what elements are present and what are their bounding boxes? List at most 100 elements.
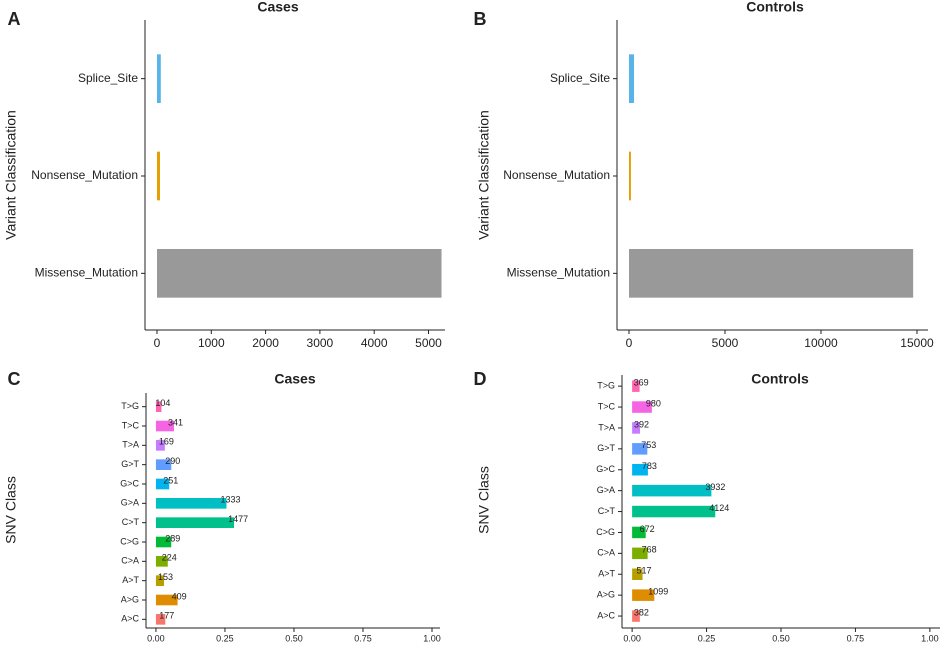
bar	[628, 54, 634, 103]
x-tick-label: 10000	[804, 336, 838, 350]
bar	[632, 610, 640, 622]
y-tick-label: A>C	[121, 614, 139, 624]
count-label: 1099	[648, 587, 668, 597]
bar	[632, 589, 655, 601]
panel-letter: C	[8, 369, 21, 389]
count-label: 341	[168, 417, 183, 427]
y-tick-label: C>T	[122, 517, 140, 527]
bar	[155, 420, 174, 432]
count-label: 517	[637, 566, 652, 576]
panel-letter: D	[474, 369, 487, 389]
y-tick-label: G>T	[121, 459, 139, 469]
count-label: 382	[634, 607, 649, 617]
y-tick-label: Splice_Site	[78, 71, 138, 85]
count-label: 1333	[220, 495, 240, 505]
y-tick-label: G>A	[597, 485, 615, 495]
y-tick-label: Splice_Site	[550, 71, 610, 85]
y-axis-title: Variant Classification	[3, 110, 19, 240]
count-label: 289	[165, 533, 180, 543]
bar	[157, 151, 160, 201]
y-tick-label: T>A	[598, 422, 615, 432]
x-tick-label: 5000	[712, 336, 739, 350]
x-tick-label: 0.00	[623, 634, 641, 644]
y-tick-label: G>T	[597, 443, 615, 453]
count-label: 224	[162, 553, 177, 563]
count-label: 104	[155, 398, 170, 408]
y-tick-label: G>C	[120, 478, 139, 488]
y-tick-label: G>C	[596, 464, 615, 474]
bar	[155, 536, 172, 548]
panel-title: Controls	[751, 371, 809, 387]
y-tick-label: T>C	[122, 420, 140, 430]
bar	[155, 517, 235, 528]
bar	[155, 575, 165, 586]
count-label: 369	[634, 378, 649, 388]
y-tick-label: Nonsense_Mutation	[31, 168, 138, 182]
bar	[155, 478, 170, 490]
x-tick-label: 0	[626, 336, 633, 350]
x-tick-label: 1000	[198, 336, 225, 350]
count-label: 672	[640, 524, 655, 534]
y-tick-label: A>T	[598, 569, 615, 579]
bar	[628, 151, 631, 201]
count-label: 153	[158, 572, 173, 582]
bar	[155, 594, 178, 606]
bar	[155, 401, 162, 412]
y-axis-title: SNV Class	[3, 476, 19, 544]
bar	[155, 440, 165, 451]
y-tick-label: G>A	[121, 498, 139, 508]
x-tick-label: 2000	[252, 336, 279, 350]
bar	[632, 547, 648, 560]
count-label: 4124	[709, 503, 729, 513]
y-tick-label: Missense_Mutation	[507, 266, 610, 280]
y-tick-label: C>T	[598, 506, 616, 516]
bar	[632, 484, 712, 497]
y-tick-label: Missense_Mutation	[35, 266, 138, 280]
count-label: 177	[159, 611, 174, 621]
y-tick-label: C>A	[597, 548, 615, 558]
y-tick-label: A>G	[597, 590, 615, 600]
x-tick-label: 0.75	[354, 634, 372, 644]
panel-letter: B	[474, 9, 487, 29]
count-label: 251	[163, 475, 178, 485]
count-label: 392	[634, 419, 649, 429]
x-tick-label: 15000	[900, 336, 934, 350]
y-tick-label: A>C	[597, 610, 615, 620]
count-label: 753	[641, 440, 656, 450]
y-tick-label: T>C	[598, 401, 616, 411]
x-tick-label: 0.00	[147, 634, 165, 644]
panel-title: Controls	[746, 0, 804, 15]
x-tick-label: 0.50	[772, 634, 790, 644]
x-tick-label: 1.00	[423, 634, 441, 644]
y-tick-label: C>A	[121, 556, 139, 566]
bar	[157, 54, 161, 103]
bar	[632, 505, 716, 518]
x-tick-label: 4000	[361, 336, 388, 350]
bar	[155, 459, 172, 470]
count-label: 409	[172, 591, 187, 601]
count-label: 1477	[228, 514, 248, 524]
y-tick-label: T>A	[122, 440, 139, 450]
bar	[628, 249, 914, 298]
bar	[632, 422, 641, 434]
x-tick-label: 0.75	[847, 634, 865, 644]
x-tick-label: 0.50	[285, 634, 303, 644]
panel-letter: A	[8, 9, 21, 29]
bar	[157, 249, 442, 298]
panel-title: Cases	[274, 371, 315, 387]
count-label: 980	[646, 398, 661, 408]
bar	[632, 568, 643, 580]
x-tick-label: 3000	[307, 336, 334, 350]
panel-title: Cases	[257, 0, 298, 15]
x-tick-label: 0	[154, 336, 161, 350]
y-tick-label: T>G	[597, 381, 615, 391]
y-tick-label: C>G	[120, 536, 139, 546]
count-label: 290	[165, 456, 180, 466]
bar	[155, 498, 227, 509]
count-label: 3932	[705, 482, 725, 492]
bar	[632, 526, 646, 539]
y-tick-label: C>G	[596, 527, 615, 537]
x-tick-label: 0.25	[216, 634, 234, 644]
y-tick-label: A>G	[121, 594, 139, 604]
